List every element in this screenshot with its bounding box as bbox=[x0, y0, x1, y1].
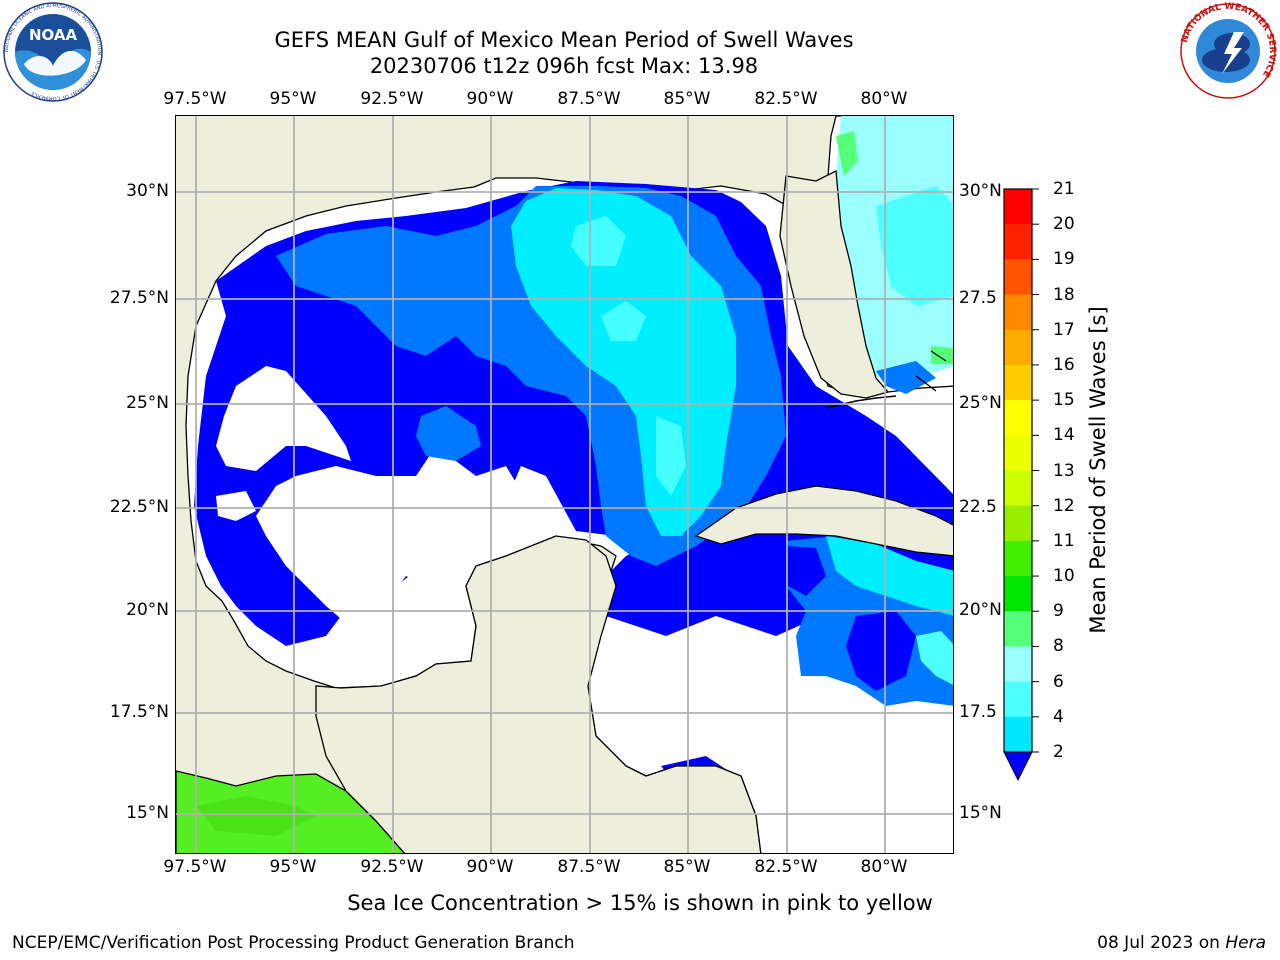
lon-tick-label: 82.5°W bbox=[754, 857, 818, 877]
lat-tick-label: 25°N bbox=[959, 393, 1002, 413]
lon-tick-label: 87.5°W bbox=[557, 857, 621, 877]
colorbar-tick-label: 20 bbox=[1053, 214, 1075, 235]
colorbar bbox=[1003, 188, 1039, 782]
lon-tick-label: 85°W bbox=[663, 857, 711, 877]
lat-tick-label: 22.5°N bbox=[109, 497, 169, 517]
credit-branch: NCEP/EMC/Verification Post Processing Pr… bbox=[12, 933, 575, 953]
colorbar-tick-label: 11 bbox=[1053, 530, 1075, 551]
florida-peninsula bbox=[779, 169, 890, 399]
colorbar-segment bbox=[1004, 294, 1032, 331]
colorbar-segment bbox=[1004, 329, 1032, 366]
lon-tick-label: 85°W bbox=[663, 89, 711, 109]
sea-ice-footnote: Sea Ice Concentration > 15% is shown in … bbox=[347, 891, 933, 915]
colorbar-segment bbox=[1004, 681, 1032, 718]
colorbar-tick-label: 19 bbox=[1053, 249, 1075, 270]
colorbar-tick-label: 2 bbox=[1053, 742, 1064, 762]
lat-tick-label: 15°N bbox=[126, 803, 169, 823]
noaa-text: NOAA bbox=[29, 26, 78, 44]
lon-tick-label: 97.5°W bbox=[163, 89, 227, 109]
lat-tick-label: 30°N bbox=[959, 181, 1002, 201]
yucatan-peninsula bbox=[315, 535, 762, 853]
colorbar-segment bbox=[1004, 540, 1032, 577]
lat-tick-label: 17.5 bbox=[959, 702, 997, 722]
colorbar-tick-label: 10 bbox=[1053, 566, 1075, 587]
map-plot-area bbox=[175, 115, 954, 854]
lon-tick-label: 80°W bbox=[860, 89, 908, 109]
lat-tick-label: 20°N bbox=[126, 600, 169, 620]
colorbar-segment bbox=[1004, 189, 1032, 225]
lat-tick-label: 20°N bbox=[959, 600, 1002, 620]
lon-tick-label: 92.5°W bbox=[360, 89, 424, 109]
cuba-island bbox=[694, 485, 953, 557]
credit-date: 08 Jul 2023 on Hera bbox=[1097, 933, 1266, 953]
colorbar-tick-label: 4 bbox=[1053, 706, 1064, 727]
nws-logo: NATIONAL WEATHER SERVICE bbox=[1180, 2, 1277, 99]
lon-tick-label: 90°W bbox=[466, 89, 514, 109]
colorbar-tick-label: 21 bbox=[1053, 179, 1075, 199]
colorbar-tick-label: 15 bbox=[1053, 390, 1075, 411]
chart-subtitle: 20230706 t12z 096h fcst Max: 13.98 bbox=[369, 54, 759, 78]
colorbar-segment bbox=[1004, 576, 1032, 612]
colorbar-tick-label: 6 bbox=[1053, 671, 1064, 692]
colorbar-extend-arrow bbox=[1003, 751, 1033, 782]
colorbar-segment bbox=[1004, 364, 1032, 401]
lat-tick-label: 25°N bbox=[126, 393, 169, 413]
lon-tick-label: 82.5°W bbox=[754, 89, 818, 109]
colorbar-label: Mean Period of Swell Waves [s] bbox=[1086, 306, 1110, 634]
colorbar-tick-label: 18 bbox=[1053, 284, 1075, 305]
colorbar-segment bbox=[1004, 716, 1032, 753]
colorbar-tick-label: 12 bbox=[1053, 495, 1075, 516]
colorbar-segment bbox=[1004, 470, 1032, 507]
lon-tick-label: 80°W bbox=[860, 857, 908, 877]
lat-tick-label: 22.5 bbox=[959, 497, 997, 517]
colorbar-segment bbox=[1004, 505, 1032, 542]
colorbar-segment bbox=[1004, 400, 1032, 436]
map-canvas bbox=[176, 116, 953, 853]
credit-date-text: 08 Jul 2023 on bbox=[1097, 933, 1226, 953]
lon-tick-label: 87.5°W bbox=[557, 89, 621, 109]
lat-tick-label: 15°N bbox=[959, 803, 1002, 823]
colorbar-tick-label: 16 bbox=[1053, 354, 1075, 375]
lon-tick-label: 95°W bbox=[269, 89, 317, 109]
lat-tick-label: 30°N bbox=[126, 181, 169, 201]
colorbar-tick-label: 17 bbox=[1053, 319, 1075, 340]
colorbar-segment bbox=[1004, 646, 1032, 683]
colorbar-tick-label: 13 bbox=[1053, 460, 1075, 481]
colorbar-segment bbox=[1004, 611, 1032, 647]
graticule bbox=[176, 116, 953, 853]
colorbar-segment bbox=[1004, 259, 1032, 296]
colorbar-segment bbox=[1004, 435, 1032, 471]
lon-tick-label: 97.5°W bbox=[163, 857, 227, 877]
lon-tick-label: 92.5°W bbox=[360, 857, 424, 877]
colorbar-tick-label: 9 bbox=[1053, 601, 1064, 622]
lat-tick-label: 27.5°N bbox=[109, 288, 169, 308]
colorbar-segment bbox=[1004, 224, 1032, 260]
lon-tick-label: 95°W bbox=[269, 857, 317, 877]
lon-tick-label: 90°W bbox=[466, 857, 514, 877]
chart-title: GEFS MEAN Gulf of Mexico Mean Period of … bbox=[274, 28, 854, 52]
lat-tick-label: 17.5°N bbox=[109, 702, 169, 722]
colorbar-tick-label: 8 bbox=[1053, 636, 1064, 657]
colorbar-tick-label: 14 bbox=[1053, 425, 1075, 446]
lat-tick-label: 27.5 bbox=[959, 288, 997, 308]
noaa-logo: NATIONAL OCEANIC AND ATMOSPHERIC ADMINIS… bbox=[3, 2, 103, 102]
credit-host: Hera bbox=[1225, 933, 1266, 953]
